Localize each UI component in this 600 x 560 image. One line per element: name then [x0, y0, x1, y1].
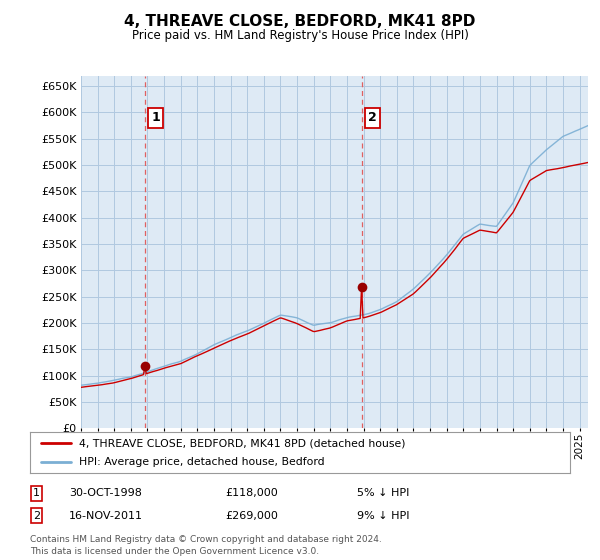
Text: 9% ↓ HPI: 9% ↓ HPI — [357, 511, 409, 521]
Text: HPI: Average price, detached house, Bedford: HPI: Average price, detached house, Bedf… — [79, 457, 324, 467]
Text: Contains HM Land Registry data © Crown copyright and database right 2024.
This d: Contains HM Land Registry data © Crown c… — [30, 535, 382, 556]
Text: £118,000: £118,000 — [225, 488, 278, 498]
Text: 2: 2 — [368, 111, 377, 124]
Text: 2: 2 — [33, 511, 40, 521]
Text: 4, THREAVE CLOSE, BEDFORD, MK41 8PD: 4, THREAVE CLOSE, BEDFORD, MK41 8PD — [124, 14, 476, 29]
Text: 16-NOV-2011: 16-NOV-2011 — [69, 511, 143, 521]
Text: 30-OCT-1998: 30-OCT-1998 — [69, 488, 142, 498]
Text: 1: 1 — [33, 488, 40, 498]
Text: 4, THREAVE CLOSE, BEDFORD, MK41 8PD (detached house): 4, THREAVE CLOSE, BEDFORD, MK41 8PD (det… — [79, 438, 405, 449]
Text: 1: 1 — [151, 111, 160, 124]
Text: Price paid vs. HM Land Registry's House Price Index (HPI): Price paid vs. HM Land Registry's House … — [131, 29, 469, 42]
Text: 5% ↓ HPI: 5% ↓ HPI — [357, 488, 409, 498]
Text: £269,000: £269,000 — [225, 511, 278, 521]
